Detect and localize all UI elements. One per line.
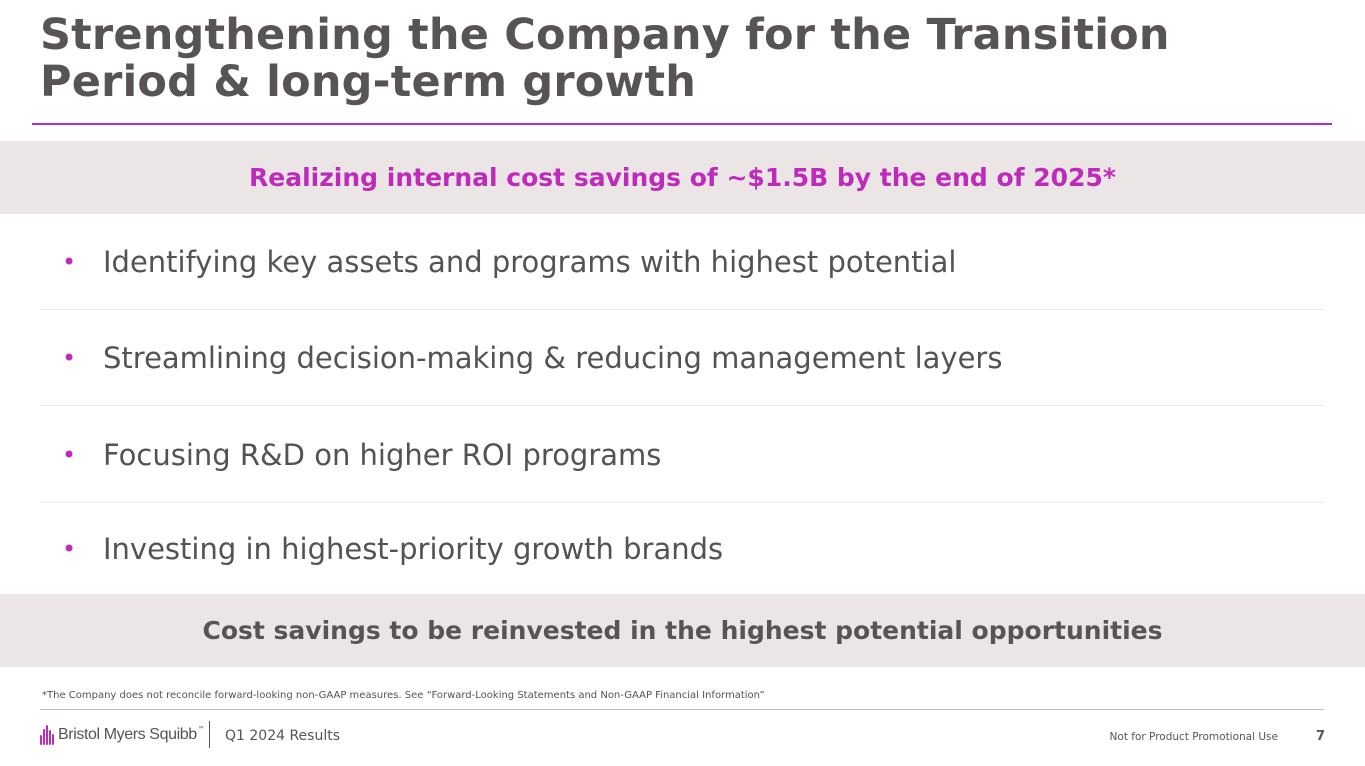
bullet-text: Identifying key assets and programs with…	[103, 244, 957, 279]
report-label: Q1 2024 Results	[225, 728, 341, 744]
bullet-marker: •	[62, 534, 77, 563]
footer-divider	[40, 709, 1324, 710]
cost-savings-banner-text: Realizing internal cost savings of ~$1.5…	[249, 163, 1116, 192]
bullet-text: Focusing R&D on higher ROI programs	[103, 437, 662, 472]
reinvestment-banner-text: Cost savings to be reinvested in the hig…	[202, 616, 1163, 645]
bullet-item: • Identifying key assets and programs wi…	[40, 214, 1324, 310]
promo-disclaimer: Not for Product Promotional Use	[1109, 731, 1278, 743]
page-number: 7	[1315, 729, 1325, 744]
slide-title: Strengthening the Company for the Transi…	[40, 10, 1170, 107]
bullet-marker: •	[62, 343, 77, 372]
bullet-text: Streamlining decision-making & reducing …	[103, 340, 1003, 375]
bullet-marker: •	[62, 247, 77, 276]
bullet-item: • Investing in highest-priority growth b…	[40, 503, 1324, 594]
logo-wordmark: Bristol Myers Squibb™	[58, 726, 204, 743]
footer-vertical-divider	[209, 721, 210, 748]
bullet-item: • Streamlining decision-making & reducin…	[40, 310, 1324, 406]
bullet-marker: •	[62, 440, 77, 469]
cost-savings-banner: Realizing internal cost savings of ~$1.5…	[0, 141, 1365, 214]
reinvestment-banner: Cost savings to be reinvested in the hig…	[0, 594, 1365, 667]
bullet-text: Investing in highest-priority growth bra…	[103, 531, 724, 566]
bms-mark-icon	[40, 725, 54, 745]
footnote: *The Company does not reconcile forward-…	[42, 690, 765, 701]
title-divider	[32, 123, 1332, 125]
bullet-item: • Focusing R&D on higher ROI programs	[40, 407, 1324, 503]
company-logo: Bristol Myers Squibb™	[40, 722, 204, 748]
